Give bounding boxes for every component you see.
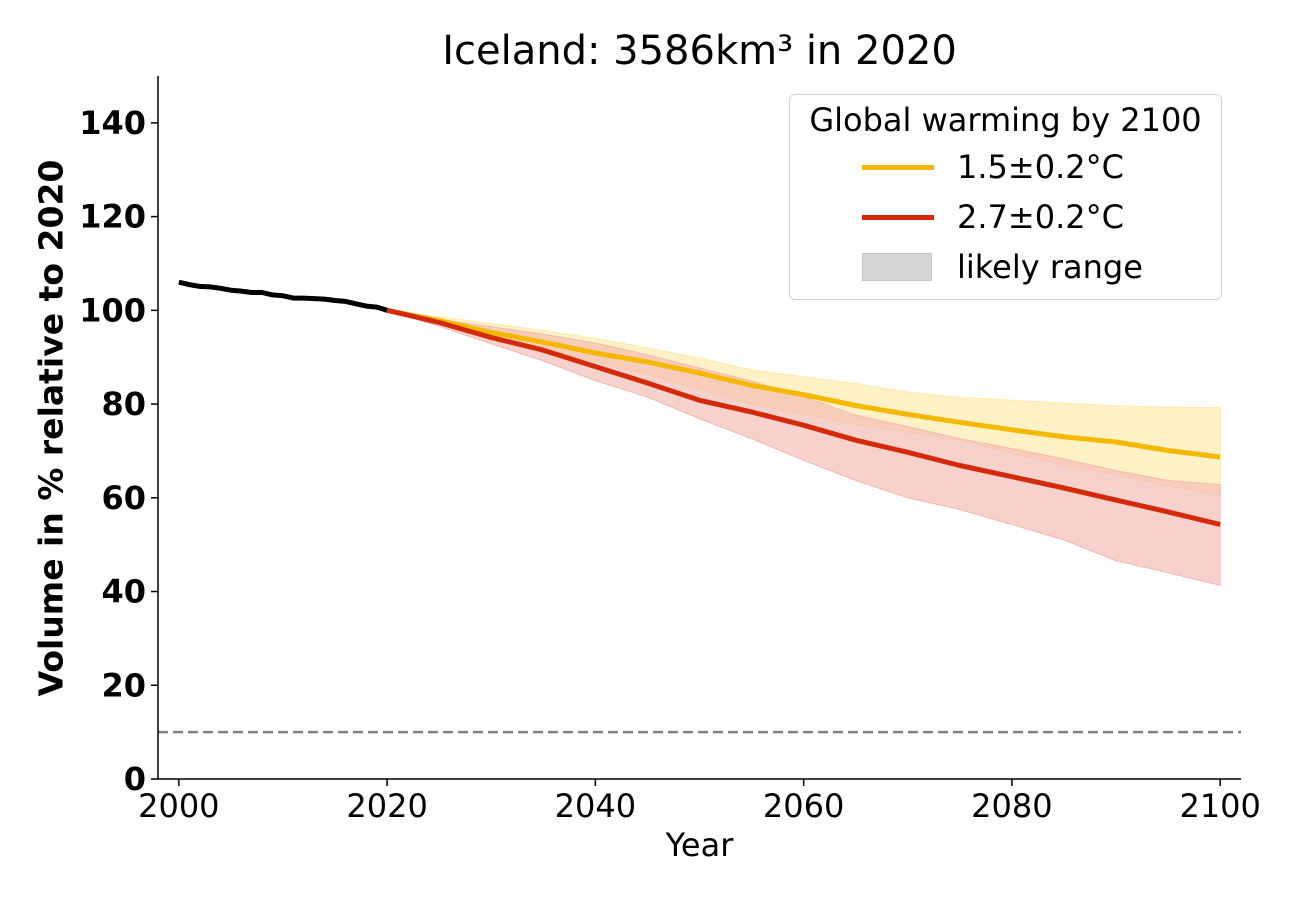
y-tick-label-0: 0 [124, 760, 146, 798]
y-tick-label-60: 60 [101, 479, 146, 517]
legend-label-2-7c: 2.7±0.2°C [957, 198, 1124, 236]
series-line-2-7c [386, 307, 1221, 527]
legend-item-2-7c: 2.7±0.2°C [790, 197, 1221, 237]
y-tick-label-40: 40 [101, 573, 146, 611]
y-tick-label-20: 20 [101, 666, 146, 704]
x-tick-label-2040: 2040 [555, 787, 636, 825]
legend-swatch-2-7c [862, 215, 934, 220]
y-tick-label-80: 80 [101, 385, 146, 423]
y-tick-label-140: 140 [79, 104, 146, 142]
x-axis-label: Year [665, 826, 734, 864]
y-tick-label-120: 120 [79, 198, 146, 236]
legend-swatch-likely-range [862, 253, 932, 281]
x-tick-label-2060: 2060 [763, 787, 844, 825]
x-tick-label-2100: 2100 [1179, 787, 1260, 825]
legend-item-likely-range: likely range [790, 247, 1221, 287]
x-tick-label-2000: 2000 [138, 787, 219, 825]
historical-series-line [178, 279, 388, 313]
legend-title: Global warming by 2100 [809, 101, 1202, 139]
series-line-1-5c [386, 307, 1221, 460]
legend-label-likely-range: likely range [957, 248, 1143, 286]
legend-label-1-5c: 1.5±0.2°C [957, 148, 1124, 186]
legend-item-1-5c: 1.5±0.2°C [790, 147, 1221, 187]
y-tick-label-100: 100 [79, 291, 146, 329]
legend: Global warming by 2100 1.5±0.2°C 2.7±0.2… [789, 94, 1222, 300]
y-axis-label: Volume in % relative to 2020 [31, 159, 71, 697]
legend-swatch-1-5c [862, 165, 934, 170]
chart-title: Iceland: 3586km³ in 2020 [442, 28, 957, 74]
x-tick-label-2080: 2080 [971, 787, 1052, 825]
x-tick-label-2020: 2020 [346, 787, 427, 825]
likely-range-band-2-7c [386, 309, 1221, 587]
